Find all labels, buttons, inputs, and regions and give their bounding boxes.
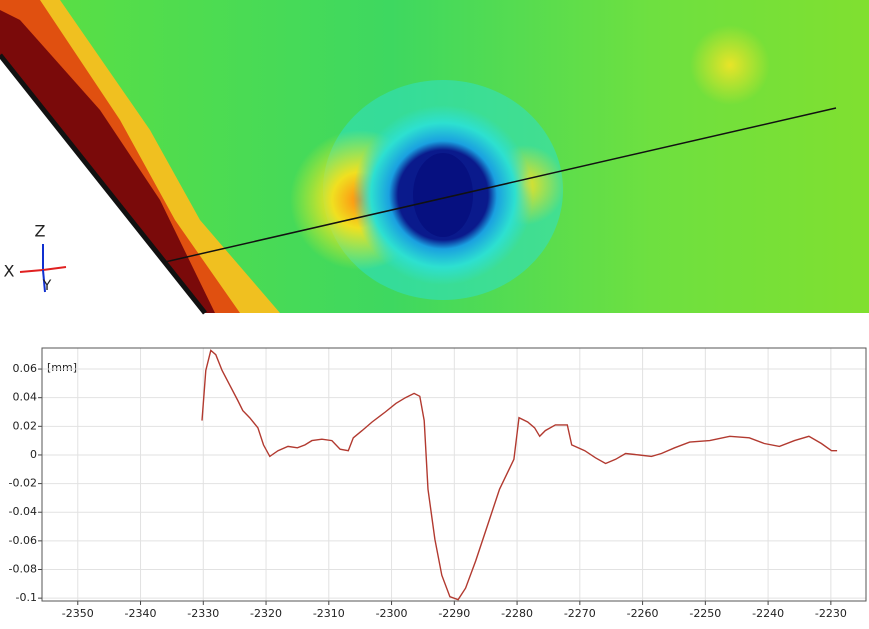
x-tick-label: -2340 <box>125 607 157 620</box>
x-tick-label: -2350 <box>62 607 94 620</box>
x-arrow <box>19 269 44 273</box>
x-label: X <box>4 262 15 281</box>
y-tick-label: 0.06 <box>13 362 38 375</box>
x-tick-label: -2230 <box>815 607 847 620</box>
y-label: Y <box>42 278 52 294</box>
y-tick-label: -0.1 <box>16 591 37 604</box>
x-tick-label: -2320 <box>250 607 282 620</box>
x-tick-label: -2330 <box>187 607 219 620</box>
x-tick-label: -2270 <box>564 607 596 620</box>
x-tick-label: -2250 <box>689 607 721 620</box>
edge-line <box>0 53 207 315</box>
y-tick-label: -0.06 <box>9 534 37 547</box>
y-tick-label: -0.02 <box>9 477 37 490</box>
x-tick-label: -2260 <box>627 607 659 620</box>
x-tick-label: -2300 <box>376 607 408 620</box>
y-tick-label: 0.02 <box>13 419 38 432</box>
y-arrow <box>42 269 46 293</box>
y-tick-label: -0.08 <box>9 563 37 576</box>
x-tick-label: -2310 <box>313 607 345 620</box>
profile-line <box>201 349 838 601</box>
z-label: Z <box>35 222 46 241</box>
x-tick-label: -2280 <box>501 607 533 620</box>
y-tick-label: 0 <box>30 448 37 461</box>
plot-frame <box>41 347 867 602</box>
x-tick-label: -2240 <box>752 607 784 620</box>
x-tick-label: -2290 <box>438 607 470 620</box>
y-tick-label: -0.04 <box>9 505 37 518</box>
y-unit: [mm] <box>47 361 77 374</box>
surface-hole <box>413 153 473 237</box>
y-tick-label: 0.04 <box>13 391 38 404</box>
profile-section <box>164 107 837 263</box>
surface-view: Z X Y <box>0 0 869 315</box>
x-arrow <box>42 266 67 271</box>
